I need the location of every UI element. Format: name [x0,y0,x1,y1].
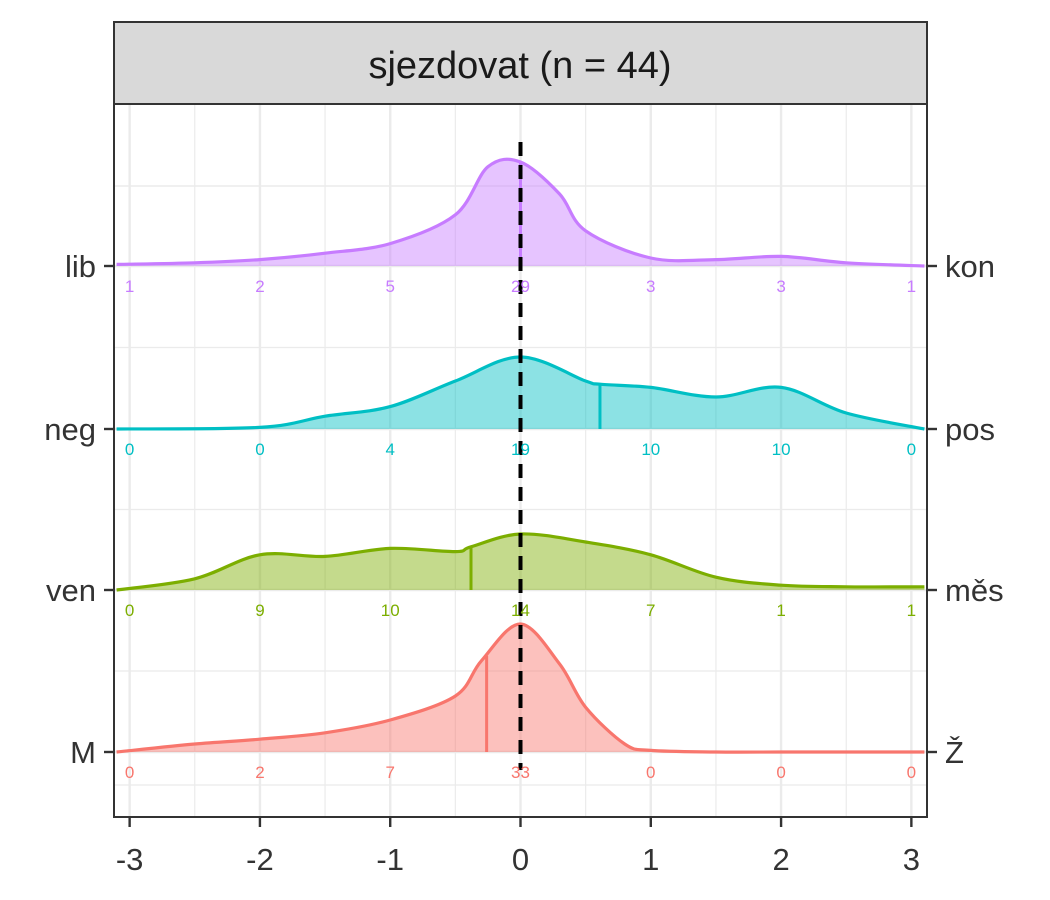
density-line [116,355,925,431]
count-label: 1 [125,277,134,296]
count-labels: 0 2 7 33 0 0 00 9 10 14 7 1 10 0 4 19 10 10 01 2 5 29 3 3 1 [125,277,916,782]
count-label: 14 [511,601,530,620]
density-line [116,622,925,754]
density-line [116,532,925,592]
x-tick-label: 3 [903,842,920,877]
count-label: 3 [646,277,655,296]
count-label: 2 [255,763,264,782]
count-label: 19 [511,440,530,459]
count-label: 0 [125,601,134,620]
x-tick-label: 2 [772,842,789,877]
count-label: 10 [381,601,400,620]
count-label: 1 [907,277,916,296]
count-label: 1 [776,601,785,620]
count-label: 33 [511,763,530,782]
count-label: 5 [385,277,394,296]
count-label: 0 [125,440,134,459]
right-y-label: Ž [945,735,964,770]
density-area [116,623,925,753]
facet-strip-background [113,21,928,105]
count-label: 0 [255,440,264,459]
count-label: 3 [776,277,785,296]
count-label: 10 [772,440,791,459]
right-y-label: měs [945,573,1004,608]
ridge-M-Ž [116,622,925,754]
left-y-label: neg [44,412,96,447]
facet-strip-title: sjezdovat (n = 44) [368,45,671,87]
count-label: 29 [511,277,530,296]
count-label: 0 [907,763,916,782]
count-label: 10 [641,440,660,459]
count-label: 1 [907,601,916,620]
x-tick-label: 0 [512,842,529,877]
x-tick-label: 1 [642,842,659,877]
left-y-label: ven [46,573,96,608]
ridge-neg-pos [116,355,925,431]
right-y-label: kon [945,249,995,284]
count-label: 0 [776,763,785,782]
count-label: 0 [125,763,134,782]
density-area [116,357,925,429]
facet-strip: sjezdovat (n = 44) [113,21,928,105]
count-label: 0 [646,763,655,782]
count-label: 7 [646,601,655,620]
count-label: 0 [907,440,916,459]
count-label: 4 [385,440,394,459]
x-tick-label: -1 [376,842,404,877]
left-y-label: lib [65,249,96,284]
x-tick-label: -3 [116,842,144,877]
count-label: 9 [255,601,264,620]
count-label: 7 [385,763,394,782]
x-tick-label: -2 [246,842,274,877]
right-y-label: pos [945,412,995,447]
count-label: 2 [255,277,264,296]
left-y-label: M [70,735,96,770]
